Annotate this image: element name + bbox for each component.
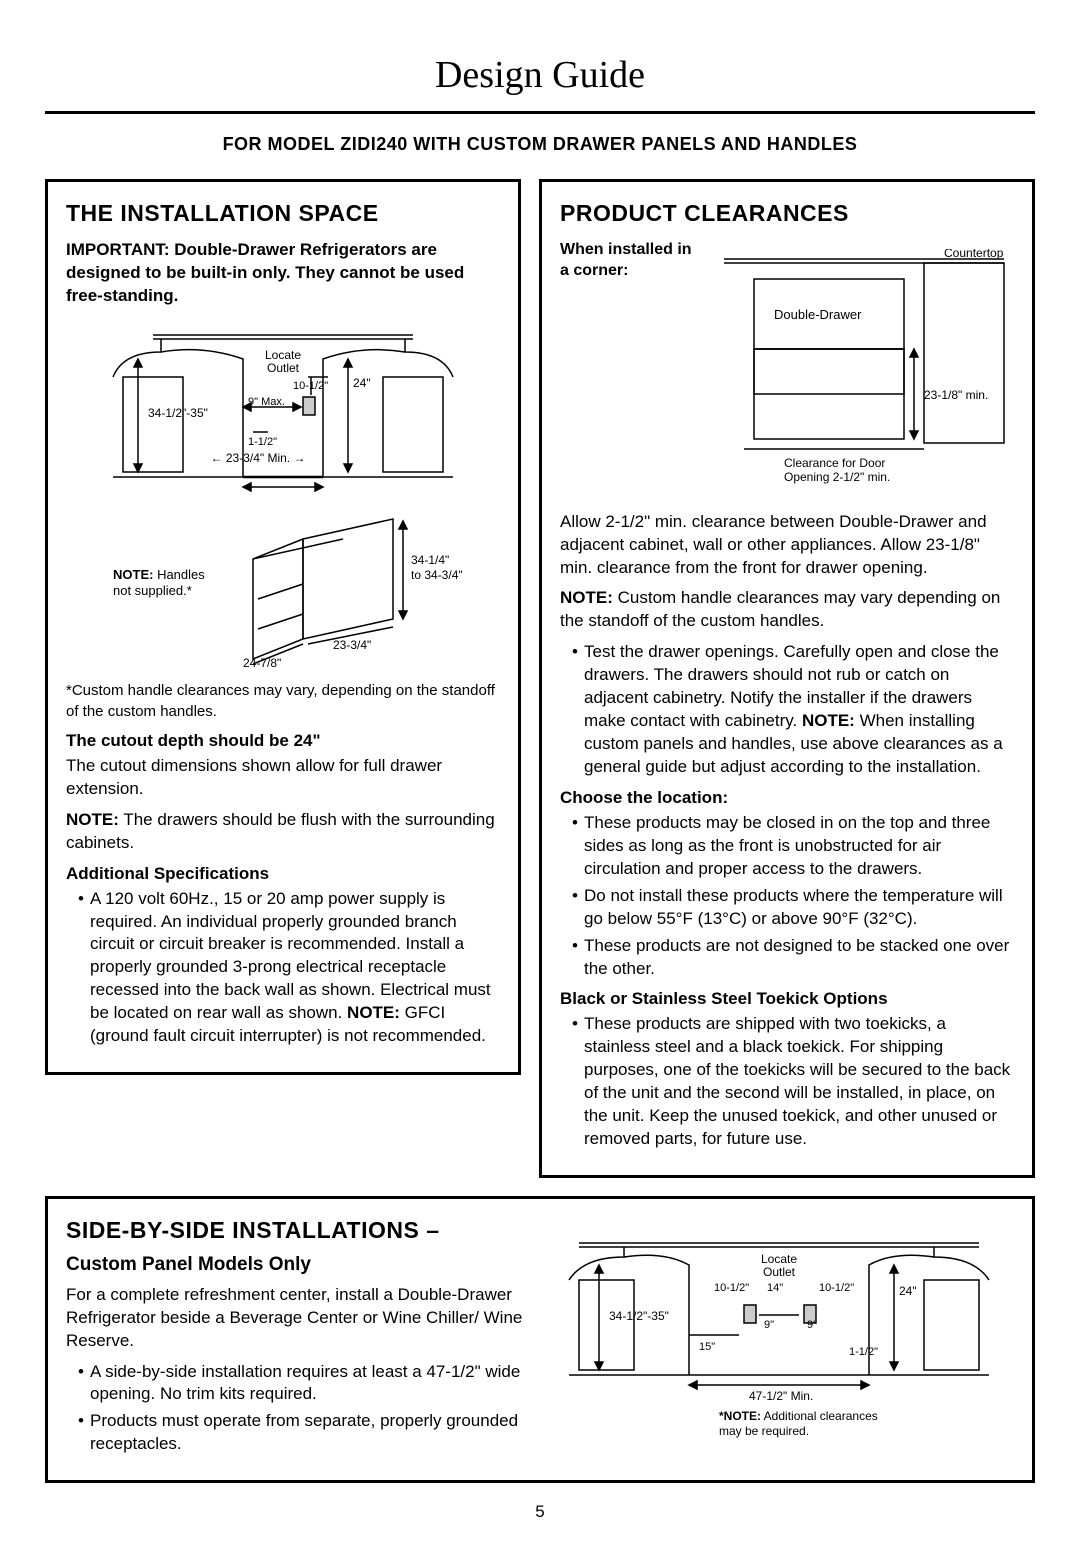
svg-text:to 34-3/4": to 34-3/4" (411, 568, 463, 582)
svg-text:not supplied.*: not supplied.* (113, 583, 192, 598)
cutout-note: NOTE: The drawers should be flush with t… (66, 809, 500, 855)
svg-text:10-1/2": 10-1/2" (714, 1282, 749, 1294)
svg-text:23-1/8" min.: 23-1/8" min. (924, 388, 988, 402)
svg-text:24-7/8": 24-7/8" (243, 656, 281, 669)
svg-text:Double-Drawer: Double-Drawer (774, 307, 862, 322)
svg-text:Opening 2-1/2" min.: Opening 2-1/2" min. (784, 470, 890, 484)
sbs-diagram: Locate Outlet 10-1/2" 14" 10-1/2" 24" 34… (544, 1225, 1014, 1448)
svg-text:24": 24" (899, 1284, 917, 1298)
svg-text:9" Max.: 9" Max. (248, 396, 285, 408)
toekick-item: These products are shipped with two toek… (572, 1013, 1014, 1151)
svg-text:10-1/2": 10-1/2" (293, 380, 328, 392)
product-clearances-box: PRODUCT CLEARANCES When installed in a c… (539, 179, 1035, 1178)
page-number: 5 (45, 1501, 1035, 1524)
svg-text:14": 14" (767, 1282, 783, 1294)
svg-text:Locate: Locate (265, 348, 301, 362)
clearance-p1: Allow 2-1/2" min. clearance between Doub… (560, 511, 1014, 580)
clearance-note: NOTE: Custom handle clearances may vary … (560, 587, 1014, 633)
page-title: Design Guide (45, 50, 1035, 101)
svg-text:34-1/4": 34-1/4" (411, 553, 449, 567)
addl-spec-item: A 120 volt 60Hz., 15 or 20 amp power sup… (78, 888, 500, 1049)
choose-item: These products are not designed to be st… (572, 935, 1014, 981)
svg-text:34-1/2"-35": 34-1/2"-35" (609, 1309, 669, 1323)
sbs-heading: SIDE-BY-SIDE INSTALLATIONS – (66, 1215, 526, 1246)
corner-label: When installed in a corner: (560, 239, 700, 282)
svg-text:1-1/2": 1-1/2" (849, 1346, 878, 1358)
clearance-test-list: Test the drawer openings. Carefully open… (560, 641, 1014, 779)
installation-space-box: THE INSTALLATION SPACE IMPORTANT: Double… (45, 179, 521, 1076)
sbs-item: Products must operate from separate, pro… (78, 1410, 526, 1456)
svg-text:Outlet: Outlet (763, 1265, 796, 1279)
svg-text:Clearance for Door: Clearance for Door (784, 456, 885, 470)
side-by-side-box: SIDE-BY-SIDE INSTALLATIONS – Custom Pane… (45, 1196, 1035, 1483)
title-rule (45, 111, 1035, 114)
install-important: IMPORTANT: Double-Drawer Refrigerators a… (66, 239, 500, 308)
svg-text:23-3/4": 23-3/4" (333, 638, 371, 652)
svg-text:may be required.: may be required. (719, 1424, 809, 1438)
sbs-intro: For a complete refreshment center, insta… (66, 1284, 526, 1353)
svg-text:NOTE: Handles: NOTE: Handles (113, 567, 205, 582)
choose-list: These products may be closed in on the t… (560, 812, 1014, 981)
addl-spec-head: Additional Specifications (66, 863, 500, 886)
sbs-subhead: Custom Panel Models Only (66, 1252, 526, 1278)
install-heading: THE INSTALLATION SPACE (66, 198, 500, 229)
svg-text:Outlet: Outlet (267, 361, 300, 375)
svg-text:← 23-3/4" Min. →: ← 23-3/4" Min. → (211, 451, 306, 465)
cutout-head: The cutout depth should be 24" (66, 730, 500, 753)
cutout-body: The cutout dimensions shown allow for fu… (66, 755, 500, 801)
choose-item: Do not install these products where the … (572, 885, 1014, 931)
addl-spec-list: A 120 volt 60Hz., 15 or 20 amp power sup… (66, 888, 500, 1049)
clearances-heading: PRODUCT CLEARANCES (560, 198, 1014, 229)
clearance-test-item: Test the drawer openings. Carefully open… (572, 641, 1014, 779)
clearance-diagram: Countertop Double-Drawer 23-1/8" min. Cl… (714, 249, 1014, 499)
svg-text:9": 9" (807, 1319, 817, 1331)
svg-text:9": 9" (764, 1319, 774, 1331)
page-subtitle: FOR MODEL ZIDI240 WITH CUSTOM DRAWER PAN… (45, 132, 1035, 156)
toekick-head: Black or Stainless Steel Toekick Options (560, 988, 1014, 1011)
choose-head: Choose the location: (560, 787, 1014, 810)
svg-text:*NOTE: Additional clearances: *NOTE: Additional clearances (719, 1409, 878, 1423)
toekick-list: These products are shipped with two toek… (560, 1013, 1014, 1151)
install-footnote: *Custom handle clearances may vary, depe… (66, 681, 500, 722)
svg-text:Locate: Locate (761, 1252, 797, 1266)
svg-text:34-1/2"-35": 34-1/2"-35" (148, 406, 208, 420)
svg-text:47-1/2" Min.: 47-1/2" Min. (749, 1389, 813, 1403)
sbs-list: A side-by-side installation requires at … (66, 1361, 526, 1457)
svg-text:10-1/2": 10-1/2" (819, 1282, 854, 1294)
install-diagram-cutout: Locate Outlet 10-1/2" 24" 34-1/2"-35" 9"… (66, 317, 500, 497)
sbs-item: A side-by-side installation requires at … (78, 1361, 526, 1407)
install-diagram-iso: NOTE: Handles not supplied.* 34-1/4" to … (66, 509, 500, 669)
svg-text:24": 24" (353, 376, 371, 390)
svg-text:Countertop: Countertop (944, 249, 1004, 260)
svg-text:15": 15" (699, 1341, 715, 1353)
choose-item: These products may be closed in on the t… (572, 812, 1014, 881)
svg-text:1-1/2": 1-1/2" (248, 436, 277, 448)
